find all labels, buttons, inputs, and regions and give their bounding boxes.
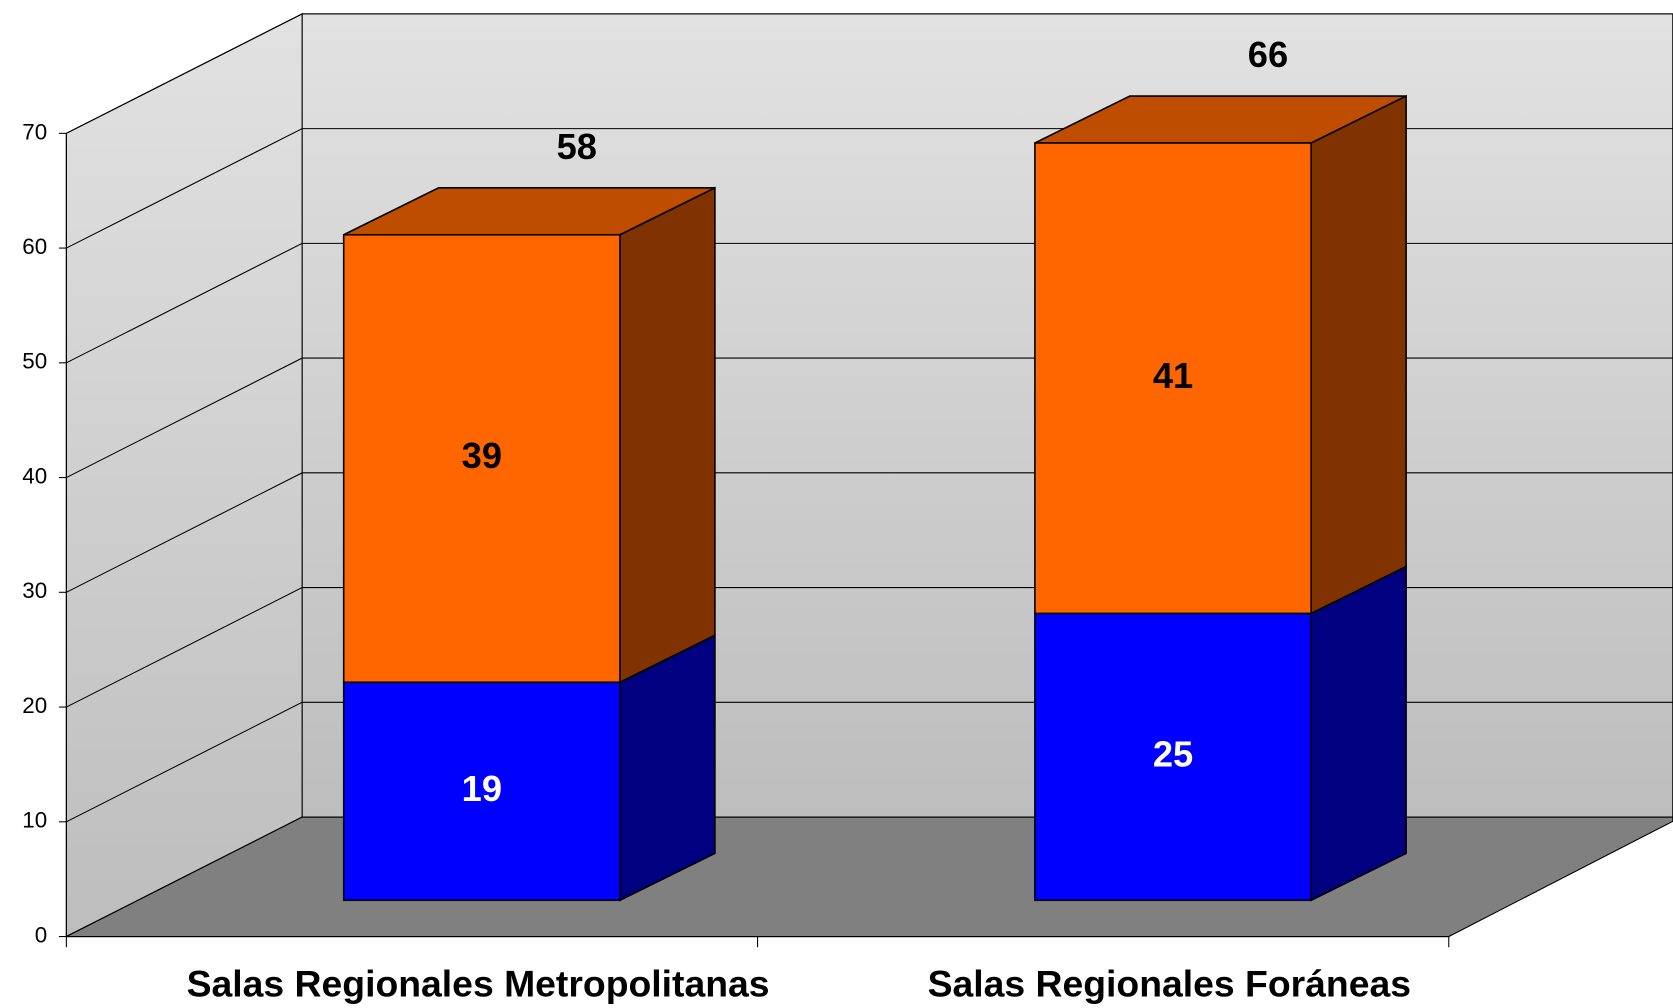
- y-tick-label: 70: [22, 119, 47, 144]
- bar-front: [342, 233, 621, 684]
- x-tick-label: Salas Regionales Foráneas: [928, 963, 1411, 1005]
- y-tick-label: 20: [22, 693, 47, 718]
- bar: [1034, 565, 1407, 902]
- bar-side: [1310, 565, 1407, 902]
- data-label: 39: [462, 435, 502, 476]
- y-tick-label: 0: [35, 922, 47, 947]
- side-wall: [65, 12, 303, 938]
- y-tick-label: 30: [22, 578, 47, 603]
- data-label: 19: [462, 768, 502, 809]
- grid-line: [66, 13, 1673, 134]
- bar-front: [342, 681, 621, 902]
- bar-front: [1034, 142, 1312, 615]
- y-tick-label: 60: [22, 234, 47, 259]
- y-tick-label: 40: [22, 463, 47, 488]
- total-label: 58: [557, 126, 597, 167]
- x-tick-label: Salas Regionales Metropolitanas: [187, 963, 770, 1005]
- y-tick-label: 10: [22, 808, 47, 833]
- floor: [66, 816, 1673, 938]
- bar: [342, 186, 716, 684]
- bar-side: [619, 186, 716, 684]
- data-label: 41: [1153, 355, 1193, 396]
- data-label: 25: [1153, 733, 1193, 774]
- y-tick-label: 50: [22, 349, 47, 374]
- total-label: 66: [1248, 34, 1288, 75]
- bar: [1034, 94, 1407, 615]
- bar-side: [1310, 94, 1407, 615]
